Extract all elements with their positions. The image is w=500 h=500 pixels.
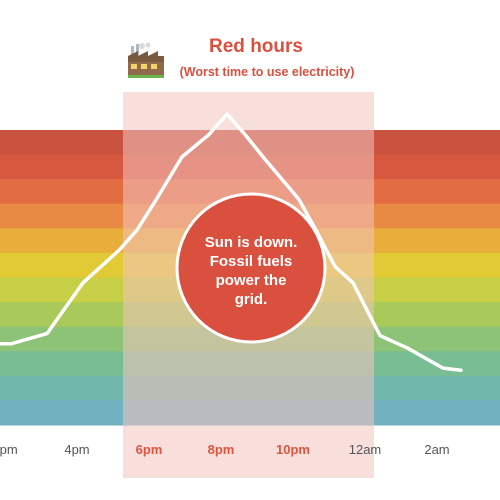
x-tick-label: 8pm [208,442,235,457]
x-tick-label: 12am [349,442,382,457]
factory-icon [128,42,164,78]
chart-subtitle: (Worst time to use electricity) [180,65,355,79]
x-axis-ticks: 2pm 4pm 6pm 8pm 10pm 12am 2am [0,442,450,457]
callout-badge: Sun is down. Fossil fuels power the grid… [175,192,327,344]
x-tick-label: 4pm [64,442,89,457]
x-tick-label: 2am [424,442,449,457]
demand-line [0,112,463,372]
chart-title: Red hours [209,36,303,57]
x-tick-label: 2pm [0,442,18,457]
x-tick-label: 10pm [276,442,310,457]
callout-line-1: Sun is down. [205,234,298,251]
callout-line-3: power the [216,272,287,289]
x-tick-label: 6pm [136,442,163,457]
callout-line-2: Fossil fuels [210,253,293,270]
callout-line-4: grid. [235,291,268,308]
